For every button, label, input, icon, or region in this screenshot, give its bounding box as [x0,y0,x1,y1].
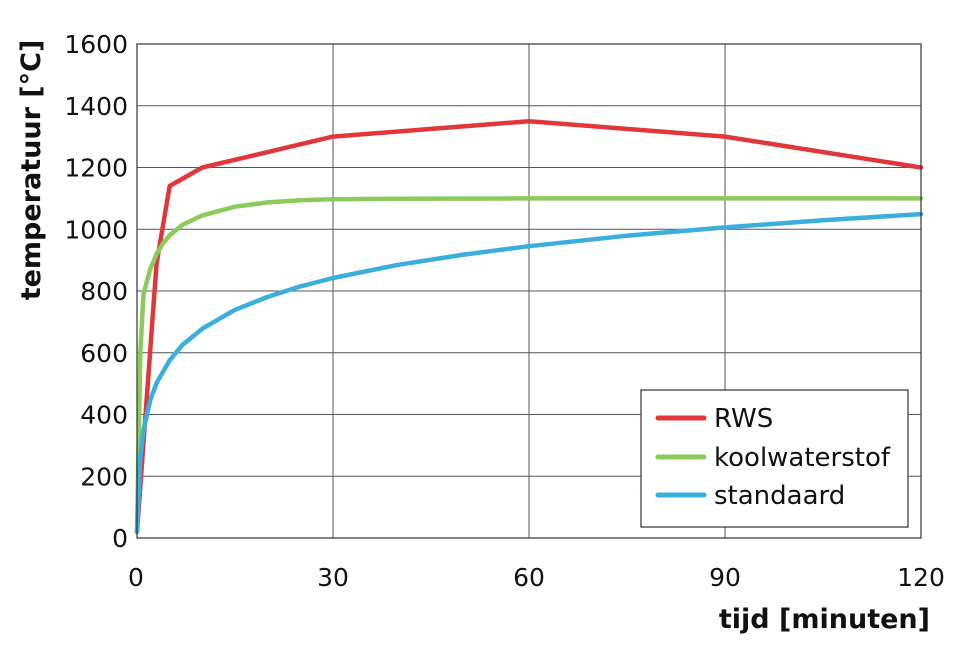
series-line-standaard [134,211,924,535]
y-tick-label: 0 [112,524,128,553]
x-tick-label: 30 [317,563,349,592]
plot-frame [136,43,922,539]
y-axis-tick-labels: 0 200 400 600 800 1000 1200 1400 1600 [64,30,128,553]
x-tick-label: 90 [709,563,741,592]
y-tick-label: 200 [80,462,128,491]
y-axis-label: temperatuur [°C] [16,40,47,301]
y-tick-label: 1400 [64,92,128,121]
series-lines [134,118,924,535]
y-tick-label: 800 [80,277,128,306]
series-line-koolwaterstof [134,196,924,535]
y-tick-label: 1600 [64,30,128,59]
x-axis-label: tijd [minuten] [719,604,930,635]
y-tick-label: 600 [80,339,128,368]
x-tick-label: 120 [897,563,945,592]
legend-label-koolwaterstof: koolwaterstof [714,443,891,473]
x-tick-label: 60 [513,563,545,592]
x-tick-label: 0 [128,563,144,592]
legend: RWS koolwaterstof standaard [640,389,909,528]
legend-label-standaard: standaard [714,481,845,511]
y-tick-label: 1000 [64,215,128,244]
legend-label-rws: RWS [714,404,773,434]
y-tick-label: 1200 [64,154,128,183]
x-axis-tick-labels: 0 30 60 90 120 [128,563,945,592]
y-tick-label: 400 [80,401,128,430]
